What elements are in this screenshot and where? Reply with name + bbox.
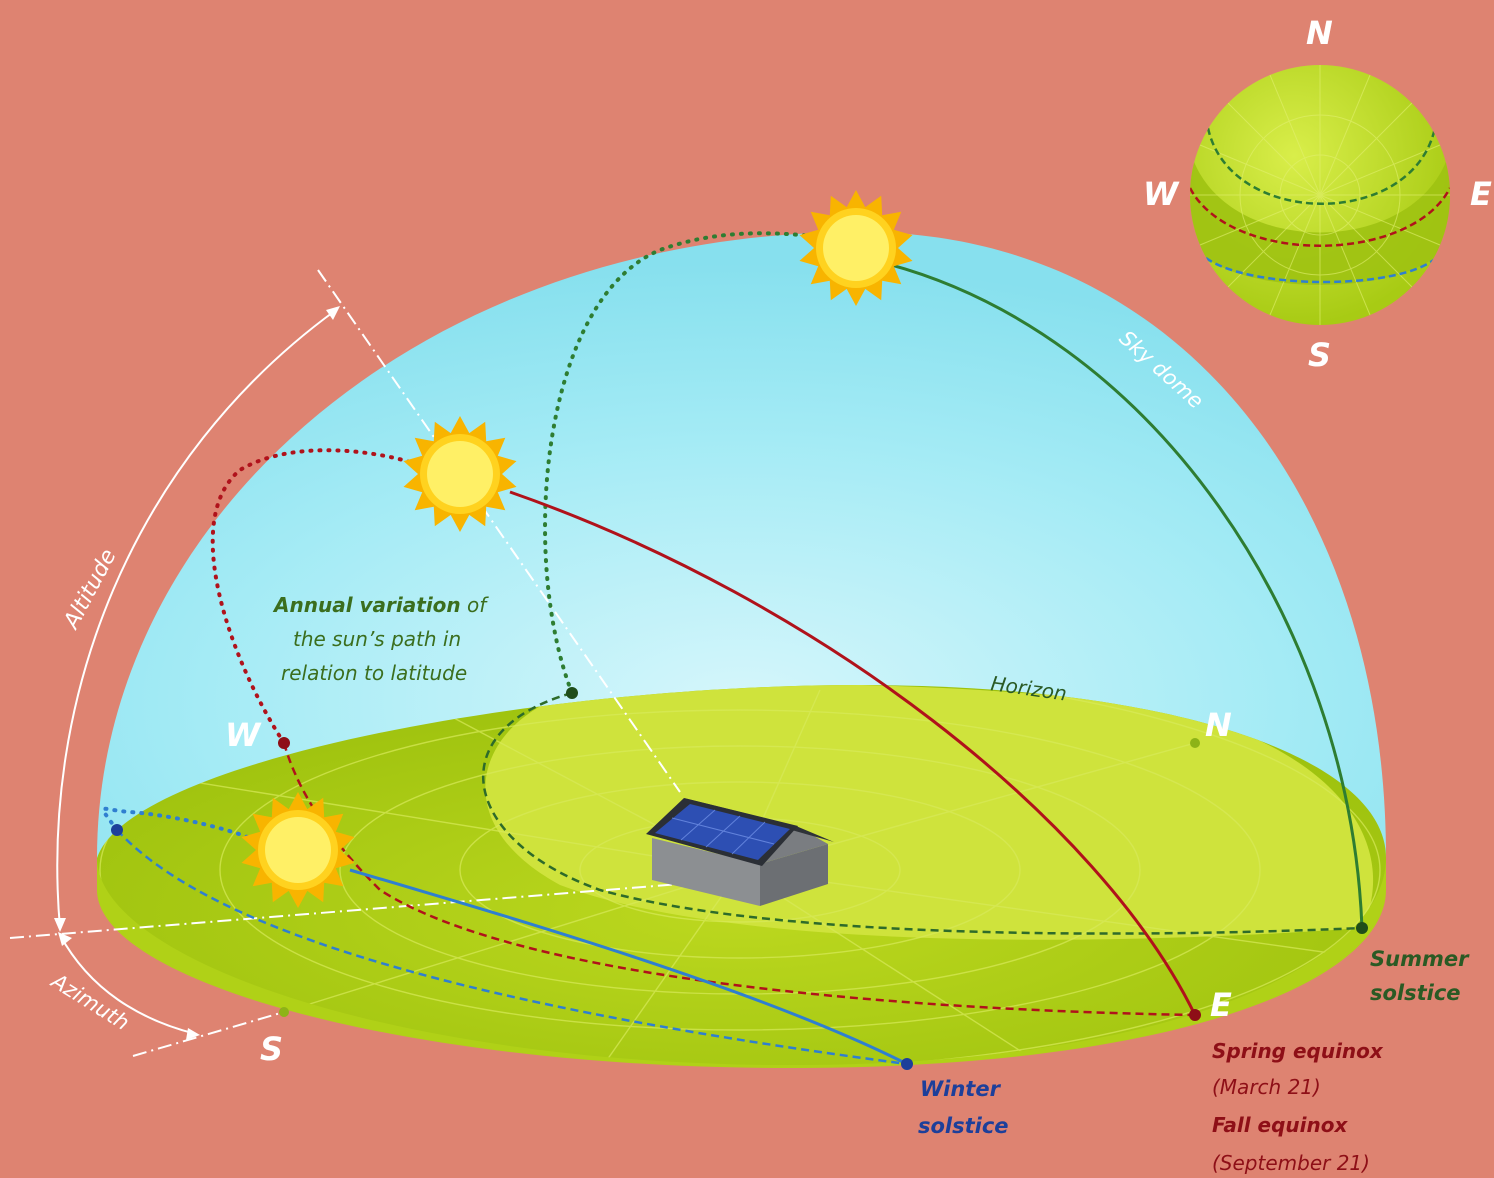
globe-west-label: W [1143, 175, 1180, 213]
winter-dot-east [901, 1058, 913, 1070]
sun-disc [427, 441, 493, 507]
altitude-arc [56, 309, 337, 929]
summer-solstice-label-2: solstice [1370, 981, 1461, 1005]
globe-shaded-band [1190, 150, 1450, 285]
annual-variation-line1: Annual variation of [272, 593, 489, 617]
compass-north-label: N [1205, 706, 1232, 744]
axis-line-sun [317, 269, 681, 793]
globe-east-label: E [1470, 175, 1492, 213]
sun-disc [823, 215, 889, 281]
sun-icon-equinox [403, 416, 517, 532]
winter-path-dashed [116, 829, 908, 1066]
north-dot [1190, 738, 1200, 748]
altitude-arrow-bottom [54, 918, 66, 932]
azimuth-arc [59, 934, 197, 1035]
axis-line-horizon [9, 883, 681, 939]
spring-equinox-label: Spring equinox [1212, 1039, 1384, 1063]
summer-dot-west [566, 687, 578, 699]
globe-equinox-path [1190, 187, 1450, 247]
solar-panel-grid [671, 809, 775, 855]
azimuth-arrow-right [186, 1028, 200, 1040]
compass-east-label: E [1210, 986, 1232, 1024]
globe-south-label: S [1308, 336, 1331, 374]
winter-solstice-label-2: solstice [918, 1114, 1009, 1138]
annual-variation-line3: relation to latitude [281, 661, 467, 685]
south-dot [279, 1007, 289, 1017]
winter-path-dotted [101, 806, 252, 840]
house-side-wall [760, 844, 828, 906]
summer-path-dotted [543, 231, 832, 695]
compass-south-label: S [260, 1030, 283, 1068]
fall-equinox-label: Fall equinox [1212, 1113, 1348, 1137]
house-gable [760, 826, 828, 864]
house-with-solar-panels [646, 798, 834, 906]
summer-dot-east [1356, 922, 1368, 934]
compass-west-label: W [225, 716, 262, 754]
summer-path-dashed [481, 691, 1363, 935]
axis-line-south [132, 1011, 285, 1057]
annual-variation-line2: the sun’s path in [293, 627, 461, 651]
sun-icon-summer [799, 190, 913, 306]
sun-disc [265, 817, 331, 883]
globe-winter-path [1205, 256, 1437, 284]
winter-dot-west [111, 824, 123, 836]
summer-solstice-label-1: Summer [1370, 947, 1470, 971]
house-front-wall [652, 838, 760, 906]
winter-solstice-label-1: Winter [920, 1077, 1002, 1101]
summer-path-solid [879, 260, 1364, 929]
equinox-dot-west [278, 737, 290, 749]
globe-north-label: N [1306, 14, 1333, 52]
fall-equinox-date: (September 21) [1212, 1151, 1370, 1175]
spring-equinox-date: (March 21) [1212, 1075, 1321, 1099]
equinox-dot-east [1189, 1009, 1201, 1021]
equinox-path-solid [509, 490, 1197, 1016]
winter-path-solid [349, 868, 908, 1066]
inset-globe [1190, 65, 1450, 325]
azimuth-arrow-left [58, 932, 72, 946]
altitude-arrow-top [326, 306, 340, 320]
sun-icon-winter [241, 792, 355, 908]
